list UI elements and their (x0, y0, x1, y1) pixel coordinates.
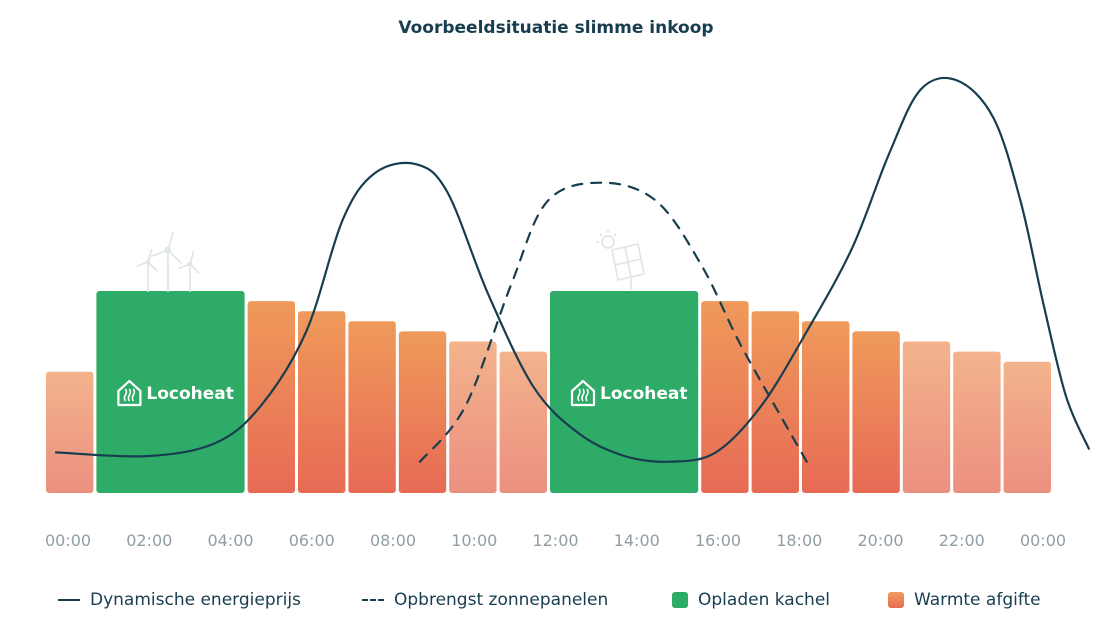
bar-warmte-afgifte (46, 371, 94, 493)
wind-turbines-icon (136, 231, 200, 292)
bar-opladen-kachel (550, 291, 699, 493)
x-tick-label: 00:00 (1020, 531, 1066, 550)
bar-warmte-afgifte (298, 311, 346, 493)
bar-warmte-afgifte (902, 341, 951, 493)
house-heat-icon (117, 379, 142, 407)
x-tick-label: 08:00 (370, 531, 416, 550)
series-line-dynamische-energieprijs (54, 76, 1090, 463)
chart-title: Voorbeeldsituatie slimme inkoop (398, 18, 714, 38)
bar-warmte-afgifte (449, 341, 497, 493)
legend-swatch-dashed-line (362, 599, 384, 601)
legend-swatch-green (672, 592, 688, 608)
bar-warmte-afgifte (701, 301, 749, 493)
x-tick-label: 04:00 (207, 531, 253, 550)
x-tick-label: 06:00 (289, 531, 335, 550)
bar-warmte-afgifte (247, 301, 295, 493)
x-tick-label: 02:00 (126, 531, 172, 550)
icons-layer (136, 230, 645, 292)
bars-layer: Locoheat Locoheat (46, 291, 1051, 493)
legend-item-charging: Opladen kachel (672, 586, 830, 614)
legend-swatch-orange (888, 592, 904, 608)
x-tick-label: 14:00 (614, 531, 660, 550)
legend-item-price: Dynamische energieprijs (58, 586, 301, 614)
solar-panel-icon (596, 230, 645, 290)
x-tick-label: 16:00 (695, 531, 741, 550)
bar-warmte-afgifte (802, 321, 850, 493)
bar-warmte-afgifte (953, 351, 1001, 493)
bar-warmte-afgifte (852, 331, 900, 493)
lines-layer (54, 76, 1090, 463)
bar-warmte-afgifte (751, 311, 799, 493)
x-tick-label: 12:00 (532, 531, 578, 550)
bar-opladen-kachel (96, 291, 245, 493)
x-tick-label: 20:00 (857, 531, 903, 550)
x-tick-label: 18:00 (776, 531, 822, 550)
legend-label: Opladen kachel (698, 590, 831, 610)
legend-swatch-solid-line (58, 599, 80, 601)
series-line-opbrengst-zonnepanelen (418, 181, 808, 463)
bar-warmte-afgifte (1003, 361, 1051, 493)
x-tick-label: 22:00 (939, 531, 985, 550)
brand-label: Locoheat (600, 384, 688, 404)
x-tick-label: 10:00 (451, 531, 497, 550)
house-heat-icon (570, 379, 596, 407)
legend-label: Opbrengst zonnepanelen (394, 590, 609, 610)
legend: Dynamische energieprijs Opbrengst zonnep… (0, 586, 1112, 614)
bar-warmte-afgifte (398, 331, 447, 493)
legend-label: Warmte afgifte (914, 590, 1041, 610)
x-axis-ticks: 00:00 02:00 04:00 06:00 08:00 10:00 12:00 14:00… (45, 531, 1066, 550)
bar-warmte-afgifte (499, 351, 547, 493)
legend-item-heat: Warmte afgifte (888, 586, 1041, 614)
brand-label: Locoheat (146, 384, 234, 404)
legend-item-solar: Opbrengst zonnepanelen (362, 586, 608, 614)
x-tick-label: 00:00 (45, 531, 91, 550)
bar-warmte-afgifte (348, 321, 396, 493)
legend-label: Dynamische energieprijs (90, 590, 301, 610)
